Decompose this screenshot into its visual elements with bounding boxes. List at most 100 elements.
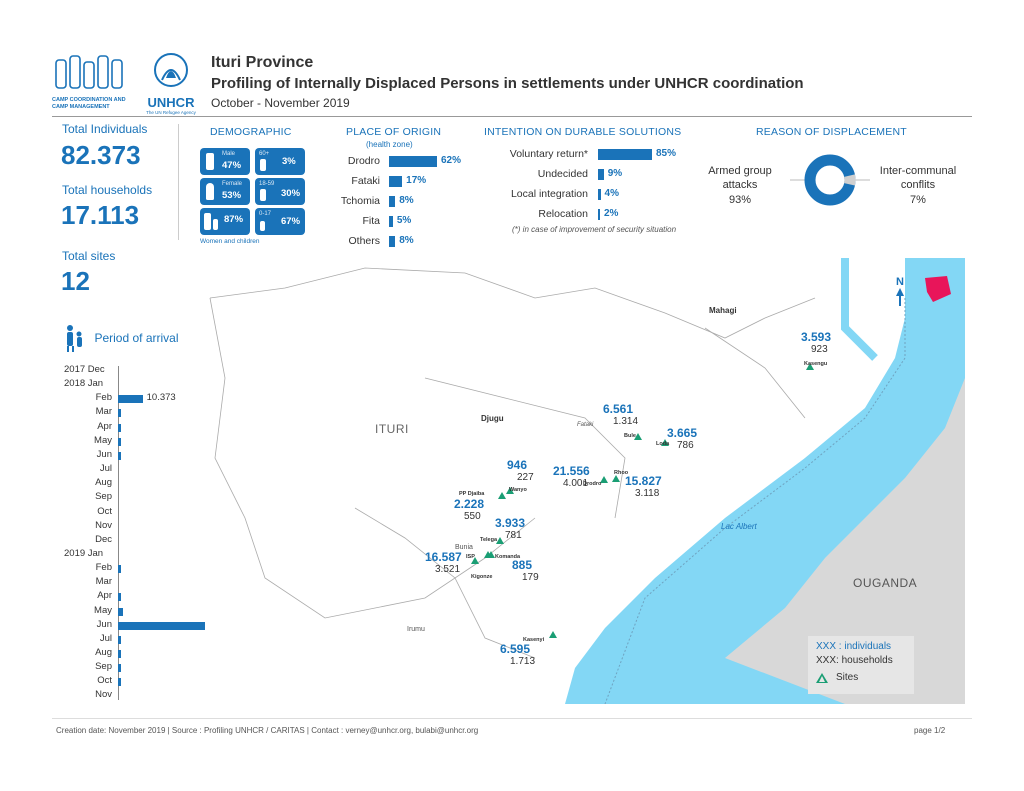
site-households: 786 (677, 440, 694, 451)
age60-box: 60+ 3% (255, 148, 305, 175)
age1859-pct: 30% (281, 188, 301, 199)
site-households: 1.314 (613, 416, 639, 427)
women-children-icon (204, 213, 211, 230)
total-households-label: Total households (62, 183, 153, 197)
map-base (209, 258, 965, 704)
site-marker (487, 551, 495, 558)
total-sites-label: Total sites (62, 249, 116, 263)
cccm-logo: CAMP COORDINATION AND CAMP MANAGEMENT (52, 52, 132, 110)
site-name: Kasenyi (523, 637, 545, 643)
intention-label: Undecided (537, 168, 588, 180)
site-individuals: 21.556 (553, 464, 590, 478)
period-bar (118, 437, 121, 446)
site-households: 781 (505, 530, 522, 541)
site-marker (600, 476, 608, 483)
territory-boundary (354, 507, 536, 659)
legend-households: XXX: households (816, 655, 893, 666)
period-label: Apr (97, 590, 112, 602)
unhcr-logo: UNHCR The UN Refugee Agency (142, 50, 200, 115)
origin-bar (389, 196, 396, 207)
women-children-caption: Women and children (200, 238, 260, 245)
child-icon (213, 219, 218, 230)
adult-icon (260, 189, 266, 201)
period-label: Feb (95, 392, 112, 404)
child-age-icon (260, 221, 265, 231)
intention-bar (598, 189, 601, 200)
age60-label: 60+ (259, 151, 270, 157)
site-households: 227 (517, 472, 534, 483)
total-individuals-label: Total Individuals (62, 122, 148, 136)
age017-box: 0-17 67% (255, 208, 305, 235)
total-individuals-value: 82.373 (61, 140, 141, 170)
period-title-row: Period of arrival (64, 324, 179, 352)
border-line (604, 298, 906, 704)
period-label: Apr (97, 420, 112, 432)
male-pct: 47% (222, 160, 242, 171)
origin-bar (389, 156, 437, 167)
period-axis (118, 366, 119, 700)
site-marker (661, 439, 669, 446)
period-label: Jun (96, 618, 112, 630)
origin-label: Others (348, 235, 380, 247)
site-households: 550 (464, 511, 481, 522)
period-bar (118, 621, 244, 630)
unhcr-emblem-icon (154, 53, 188, 87)
site-marker (634, 433, 642, 440)
site-name: Telega (480, 537, 498, 543)
page-title: Ituri Province (211, 54, 314, 71)
region-label: ITURI (375, 422, 409, 436)
lake-label: Lac Albert (721, 522, 757, 531)
elder-icon (260, 159, 266, 171)
site-name: Drodro (583, 481, 602, 487)
map: N ITURI OUGANDA Lac Albert Mahagi Djugu … (205, 258, 965, 704)
age017-pct: 67% (281, 216, 301, 227)
male-box: Male 47% (200, 148, 250, 175)
footer-divider (52, 718, 972, 719)
reason-title: REASON OF DISPLACEMENT (756, 126, 907, 138)
site-individuals: 6.595 (500, 642, 531, 656)
territory-boundary-3 (704, 327, 806, 419)
legend-site-icon-inner (818, 676, 825, 682)
site-households: 3.118 (635, 488, 660, 499)
unhcr-tagline: The UN Refugee Agency (146, 110, 196, 115)
site-households: 179 (522, 572, 539, 583)
site-marker (549, 631, 557, 638)
site-marker (471, 557, 479, 564)
reason-left-label: Armed group attacks (708, 165, 772, 191)
legend-individuals: XXX : individuals (816, 641, 892, 652)
age1859-label: 18-59 (259, 181, 275, 187)
place-djugu: Djugu (481, 414, 504, 423)
site-name: Kigonze (471, 574, 493, 580)
intention-label: Voluntary return* (509, 148, 588, 160)
origin-label: Drodro (347, 155, 380, 167)
place-bunia: Bunia (455, 544, 473, 551)
period-label: Aug (95, 647, 112, 658)
origin-bar (389, 236, 396, 247)
male-label: Male (222, 151, 236, 157)
cccm-figures-icon (55, 55, 123, 89)
intention-label: Relocation (538, 208, 588, 220)
origin-value: 17% (406, 175, 427, 186)
site-individuals: 2.228 (454, 497, 485, 511)
origin-value: 62% (441, 155, 462, 166)
site-households: 3.521 (435, 564, 461, 575)
reason-donut-chart (790, 154, 870, 206)
period-label: Feb (95, 562, 112, 574)
site-individuals: 15.827 (625, 474, 662, 488)
site-name: PP Djaiba (459, 491, 485, 497)
intention-value: 85% (656, 148, 677, 159)
page-subtitle: Profiling of Internally Displaced Person… (211, 75, 804, 92)
legend-sites: Sites (836, 672, 859, 683)
reason-left-pct: 93% (728, 194, 752, 206)
period-bar (118, 423, 121, 432)
header-divider (52, 116, 972, 117)
period-label: 2019 Jan (64, 547, 104, 559)
origin-subtitle: (health zone) (366, 140, 413, 149)
intention-note: (*) in case of improvement of security s… (512, 225, 677, 234)
cccm-logo-text: CAMP COORDINATION AND CAMP MANAGEMENT (52, 97, 126, 110)
site-marker (612, 475, 620, 482)
site-marker (496, 537, 504, 544)
site-individuals: 16.587 (425, 550, 462, 564)
place-fataki: Fataki (577, 422, 594, 428)
reason-right-pct: 7% (910, 194, 926, 206)
